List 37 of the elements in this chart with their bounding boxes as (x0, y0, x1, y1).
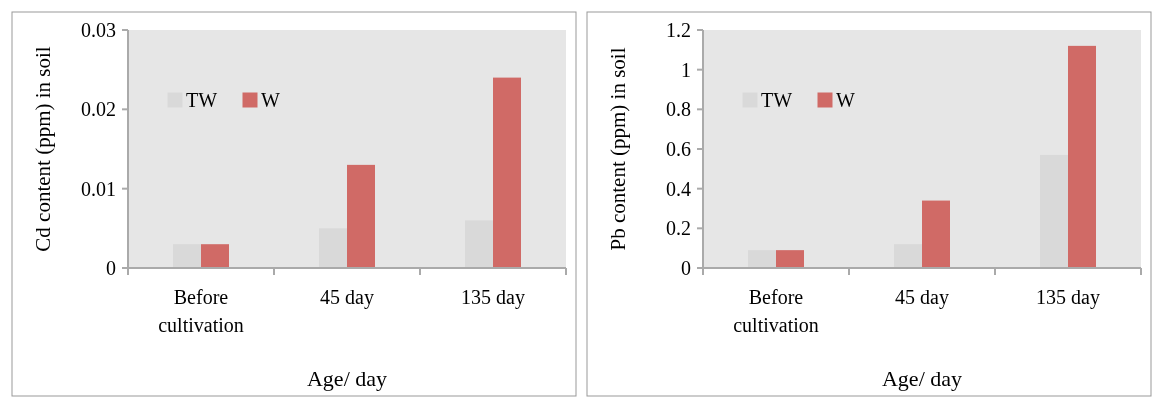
y-tick-label: 0 (681, 257, 691, 279)
y-tick-label: 0.8 (666, 98, 691, 121)
legend-label: TW (761, 89, 793, 111)
y-tick-label: 0.02 (81, 98, 116, 121)
x-tick-label: 45 day (320, 286, 374, 309)
bar (922, 200, 950, 268)
y-tick-label: 1 (681, 58, 691, 81)
y-tick-label: 0.2 (666, 217, 691, 240)
bar (748, 250, 776, 268)
y-tick-label: 0.03 (81, 19, 116, 41)
legend-label: W (836, 89, 855, 111)
bar (1068, 45, 1096, 268)
x-axis-title: Age/ day (881, 366, 963, 391)
y-tick-label: 0 (106, 257, 116, 279)
bar (894, 244, 922, 268)
x-tick-label: 45 day (895, 286, 949, 309)
bar (1040, 154, 1068, 268)
bar (493, 77, 521, 268)
y-tick-label: 0.6 (666, 138, 691, 160)
x-tick-label: 135 day (461, 286, 525, 309)
y-tick-label: 0.01 (81, 177, 116, 200)
x-tick-label: Before cultivation (158, 286, 244, 336)
x-axis-title: Age/ day (306, 366, 388, 391)
y-axis-title: Cd content (ppm) in soil (31, 46, 55, 252)
bar (465, 220, 493, 268)
legend-label: TW (186, 89, 218, 111)
bar (173, 244, 201, 268)
x-tick-label: Before cultivation (733, 286, 819, 336)
bar (347, 164, 375, 268)
y-tick-label: 1.2 (666, 19, 691, 41)
legend-label: W (261, 89, 280, 111)
bar (319, 228, 347, 268)
x-tick-label: 135 day (1036, 286, 1100, 309)
y-tick-label: 0.4 (666, 177, 691, 200)
bar (201, 244, 229, 268)
y-axis-title: Pb content (ppm) in soil (606, 47, 630, 251)
bar (776, 250, 804, 268)
